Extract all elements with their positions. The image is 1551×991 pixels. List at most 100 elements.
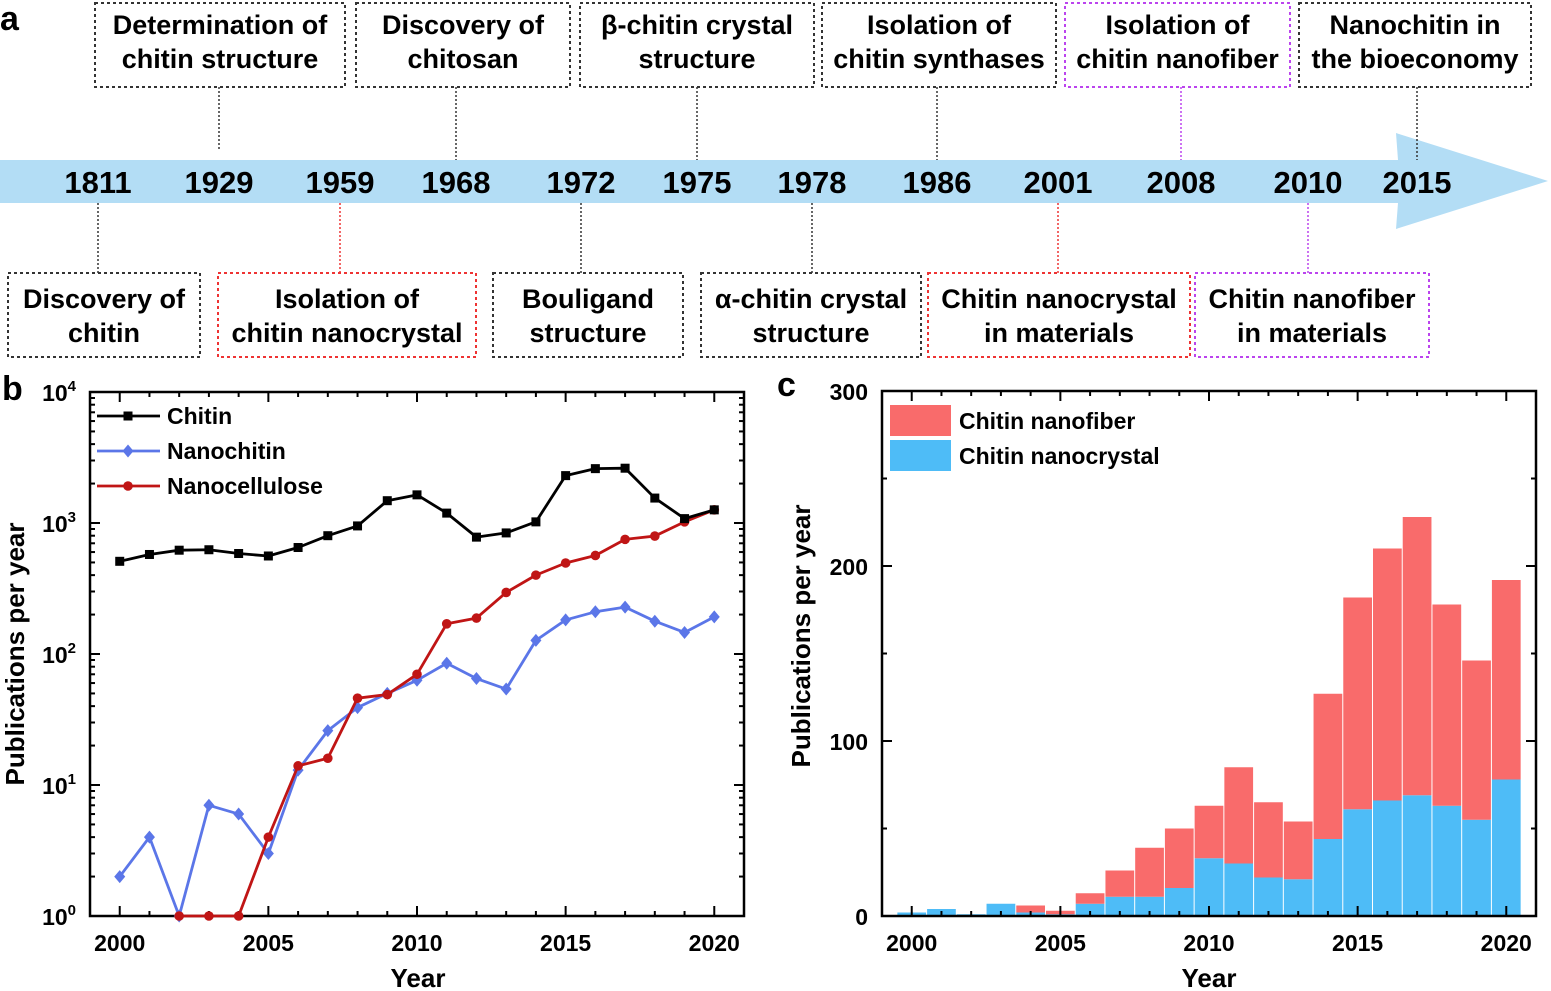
data-point-chitin (442, 508, 452, 518)
bar-2013 (1283, 821, 1313, 880)
bar-2018 (1432, 805, 1462, 916)
bar-2016 (1373, 800, 1402, 916)
data-point-nanocellulose (650, 531, 660, 541)
bar-2011 (1224, 767, 1254, 864)
bar-series-chitin-nanofiber (1016, 517, 1521, 915)
tick-base: 10 (42, 380, 68, 406)
bar-2014 (1313, 693, 1343, 839)
timeline-year-1972: 1972 (547, 165, 616, 200)
data-point-chitin (174, 545, 184, 555)
bar-2015 (1343, 597, 1372, 810)
series-nanocellulose (174, 505, 720, 921)
data-point-nanocellulose (293, 761, 303, 771)
timeline-event-2015: Nanochitin in the bioeconomy (1298, 2, 1532, 160)
x-tick-label: 2010 (391, 930, 442, 956)
event-label-line2: in materials (1237, 318, 1387, 348)
data-point-nanochitin (500, 682, 512, 696)
x-tick-label: 2000 (94, 930, 145, 956)
event-label-line2: structure (529, 318, 646, 348)
timeline-event-1972: Bouligand structure (492, 203, 684, 358)
legend-label: Chitin nanocrystal (959, 443, 1160, 469)
panel-label-b: b (2, 370, 23, 408)
data-point-nanocellulose (263, 832, 274, 842)
legend-label: Chitin (167, 403, 232, 429)
x-tick-label: 2015 (1332, 930, 1383, 956)
timeline-event-2008: Isolation of chitin nanofiber (1064, 2, 1291, 160)
event-label-line1: Chitin nanofiber (1209, 284, 1416, 314)
y-tick-label: 200 (830, 554, 868, 580)
event-label-line1: Isolation of (1106, 10, 1251, 40)
data-point-nanocellulose (352, 693, 363, 703)
x-tick-label: 2010 (1183, 930, 1234, 956)
data-point-nanochitin (114, 870, 126, 884)
event-box (1194, 272, 1430, 358)
event-label-line2: chitin structure (122, 44, 319, 74)
series-line-nanocellulose (179, 508, 715, 918)
event-box (579, 2, 815, 88)
timeline-bottom-events: Discovery of chitin Isolation of chitin nan… (7, 203, 1430, 358)
event-label-line1: Isolation of (867, 10, 1012, 40)
data-point-nanocellulose (233, 911, 244, 921)
timeline-event-2001: Chitin nanocrystal in materials (927, 203, 1191, 358)
x-tick-label: 2005 (1035, 930, 1086, 956)
data-point-chitin (531, 517, 541, 527)
bar-chart-legend: Chitin nanofiber Chitin nanocrystal (890, 405, 1160, 471)
data-point-chitin (412, 490, 422, 500)
bar-chart-panel: c 2000 2005 2010 2015 2020 0 100 200 300 Chitin … (777, 366, 1538, 991)
data-point-chitin (382, 496, 392, 506)
timeline-event-1929: Determination of chitin structure (94, 2, 346, 150)
data-point-nanocellulose (204, 911, 214, 921)
legend-swatch-marker (123, 411, 133, 421)
bar-chart-x-label: Year (1182, 963, 1237, 991)
data-point-nanochitin (679, 625, 691, 639)
tick-exponent: 2 (68, 640, 76, 657)
data-point-chitin (471, 532, 481, 542)
bar-2019 (1462, 660, 1491, 820)
timeline-event-1811: Discovery of chitin (7, 203, 201, 358)
event-box (700, 272, 922, 358)
bar-series-chitin-nanocrystal (897, 779, 1521, 916)
data-point-nanocellulose (590, 550, 601, 561)
bar-chart-bars (897, 517, 1521, 916)
event-label-line2: the bioeconomy (1311, 44, 1518, 74)
timeline-event-1975: β-chitin crystal structure (579, 2, 815, 160)
y-tick-label: 102 (42, 640, 76, 668)
tick-exponent: 0 (68, 902, 76, 919)
data-point-nanochitin (619, 600, 631, 614)
series-nanochitin (114, 600, 720, 923)
timeline-year-1929: 1929 (185, 165, 254, 200)
data-point-chitin (501, 528, 511, 538)
data-point-nanochitin (560, 613, 572, 627)
data-point-chitin (680, 514, 690, 524)
data-point-chitin (263, 551, 273, 561)
tick-exponent: 1 (68, 771, 76, 788)
y-tick-label: 103 (42, 509, 76, 537)
x-tick-label: 2005 (243, 930, 294, 956)
data-point-nanocellulose (501, 587, 511, 598)
panel-label-c: c (777, 366, 796, 404)
legend-swatch (890, 440, 951, 471)
data-point-nanochitin (530, 633, 542, 647)
line-chart-y-label: Publications per year (0, 523, 30, 786)
event-box (1064, 2, 1291, 88)
legend-item-nanocellulose: Nanocellulose (97, 473, 323, 499)
bar-2017 (1402, 517, 1432, 796)
event-label-line2: structure (752, 318, 869, 348)
data-point-nanochitin (143, 830, 155, 844)
y-tick-label: 104 (42, 378, 77, 406)
data-point-nanocellulose (471, 613, 482, 623)
panel-label-a: a (0, 0, 20, 38)
legend-swatch-marker (122, 444, 134, 458)
data-point-nanocellulose (412, 669, 422, 680)
legend-label: Nanocellulose (167, 473, 323, 499)
plot-frame (88, 390, 746, 918)
series-line-nanochitin (118, 605, 715, 918)
data-point-chitin (115, 556, 125, 566)
legend-item-chitin-nanocrystal: Chitin nanocrystal (890, 440, 1160, 471)
timeline-years: 1811 1929 1959 1968 1972 1975 1978 1986 2001 2008… (64, 165, 1451, 200)
bar-2018 (1432, 604, 1462, 806)
event-box (1298, 2, 1532, 88)
bar-2010 (1194, 805, 1224, 859)
legend-item-chitin-nanofiber: Chitin nanofiber (890, 405, 1135, 436)
bar-2013 (1283, 879, 1313, 916)
